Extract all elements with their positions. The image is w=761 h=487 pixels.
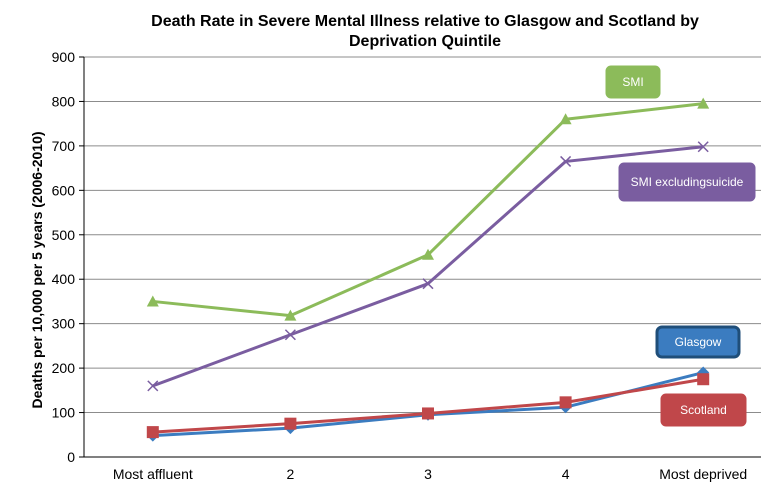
- callout-smi: SMI: [605, 65, 661, 99]
- series-glasgow: [146, 366, 710, 442]
- point-smi-excluding-suicide-3: [560, 155, 572, 167]
- y-tick-label-0: 0: [67, 449, 75, 465]
- y-axis-label: Deaths per 10,000 per 5 years (2006-2010…: [29, 131, 45, 408]
- y-tick-label-200: 200: [52, 360, 76, 376]
- callout-box-smi-excludingsuicide: [618, 162, 756, 202]
- point-scotland-1: [284, 417, 297, 430]
- series-smi: [146, 97, 710, 321]
- point-smi-excluding-suicide-0: [147, 380, 159, 392]
- y-tick-label-500: 500: [52, 227, 76, 243]
- point-smi-excluding-suicide-1-stroke-b: [284, 329, 296, 341]
- y-tick-label-700: 700: [52, 138, 76, 154]
- y-tick-label-900: 900: [52, 49, 76, 65]
- chart-title-line1: Death Rate in Severe Mental Illness rela…: [151, 13, 699, 30]
- y-tick-label-600: 600: [52, 182, 76, 198]
- point-scotland-3: [559, 396, 572, 409]
- x-tick-label-2: 3: [424, 466, 432, 482]
- y-tick-label-300: 300: [52, 316, 76, 332]
- y-tick-label-100: 100: [52, 405, 76, 421]
- point-smi-excluding-suicide-0-stroke-b: [147, 380, 159, 392]
- point-smi-excluding-suicide-1: [284, 329, 296, 341]
- point-smi-excluding-suicide-2-stroke-b: [422, 278, 434, 290]
- callout-box-smi: [605, 65, 661, 99]
- callout-label-scotland: Scotland: [680, 403, 727, 417]
- x-tick-label-4: Most deprived: [659, 466, 747, 482]
- point-smi-2: [422, 248, 434, 260]
- callout-box-scotland: [660, 393, 747, 427]
- point-smi-4: [697, 97, 710, 109]
- point-smi-1: [284, 309, 297, 321]
- series-line-scotland: [152, 377, 704, 434]
- x-tick-label-3: 4: [562, 466, 570, 482]
- point-scotland-0: [146, 426, 159, 439]
- gridlines: [84, 56, 761, 414]
- point-smi-excluding-suicide-2: [422, 278, 434, 290]
- x-tick-labels: Most affluent 2 3 4 Most deprived: [113, 466, 747, 482]
- point-scotland-2: [422, 407, 434, 420]
- point-smi-3: [559, 113, 572, 125]
- callout-label-smi-excludingsuicide: SMI excludingsuicide: [631, 175, 744, 189]
- callout-scotland: Scotland: [660, 393, 747, 427]
- callout-glasgow: Glasgow: [655, 325, 741, 359]
- callout-label-smi: SMI: [622, 75, 643, 89]
- axes: [79, 56, 761, 458]
- y-tick-label-400: 400: [52, 271, 76, 287]
- y-tick-labels: 0 100 200 300 400 500 600 700 800 900: [52, 49, 76, 465]
- x-tick-label-0: Most affluent: [113, 466, 193, 482]
- y-tick-label-800: 800: [52, 93, 76, 109]
- chart-title-line2: Deprivation Quintile: [349, 33, 501, 50]
- x-tick-label-1: 2: [287, 466, 295, 482]
- callout-label-glasgow: Glasgow: [675, 335, 722, 349]
- point-smi-excluding-suicide-4: [697, 141, 709, 153]
- point-smi-0: [146, 295, 159, 307]
- callouts: SMI SMI excludingsuicide Glasgow Scotland: [605, 65, 756, 427]
- callout-box-glasgow: [655, 325, 741, 359]
- series-group: [146, 97, 710, 442]
- callout-smi-excludingsuicide: SMI excludingsuicide: [618, 162, 756, 202]
- series-smi-excluding-suicide: [147, 141, 709, 392]
- point-scotland-4: [697, 373, 710, 386]
- point-smi-excluding-suicide-4-stroke-b: [697, 141, 709, 153]
- point-smi-excluding-suicide-3-stroke-b: [560, 155, 572, 167]
- series-scotland: [146, 373, 710, 439]
